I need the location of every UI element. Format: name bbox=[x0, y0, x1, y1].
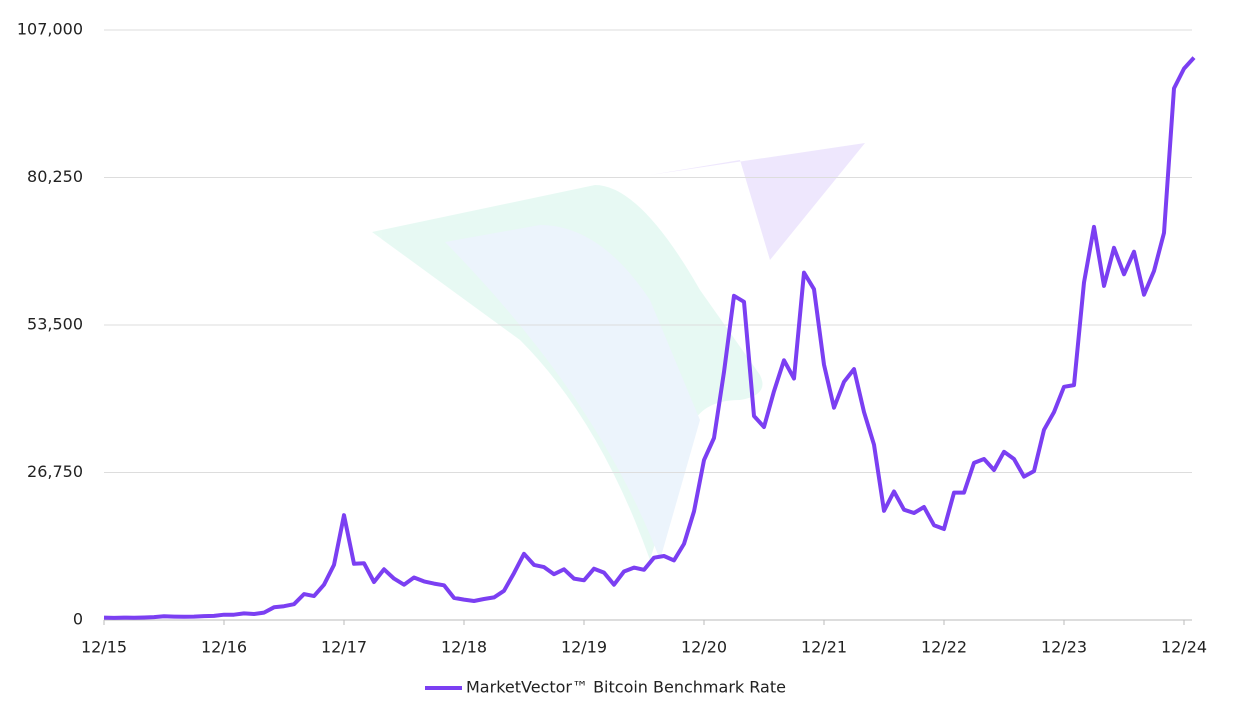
legend: MarketVector™ Bitcoin Benchmark Rate bbox=[425, 678, 786, 697]
data-line bbox=[103, 56, 1196, 620]
y-tick-label: 80,250 bbox=[27, 167, 83, 186]
x-tick-label: 12/18 bbox=[441, 638, 487, 657]
watermark-logo bbox=[372, 143, 865, 560]
legend-label: MarketVector™ Bitcoin Benchmark Rate bbox=[466, 678, 786, 697]
y-tick-label: 26,750 bbox=[27, 462, 83, 481]
x-tick-label: 12/16 bbox=[201, 638, 247, 657]
x-tick-label: 12/15 bbox=[81, 638, 127, 657]
x-tick-label: 12/23 bbox=[1041, 638, 1087, 657]
x-tick-label: 12/17 bbox=[321, 638, 367, 657]
x-tick-label: 12/19 bbox=[561, 638, 607, 657]
x-tick-label: 12/22 bbox=[921, 638, 967, 657]
y-tick-label: 53,500 bbox=[27, 315, 83, 334]
x-tick-label: 12/20 bbox=[681, 638, 727, 657]
y-tick-label: 0 bbox=[73, 610, 83, 629]
x-tick-label: 12/21 bbox=[801, 638, 847, 657]
y-tick-label: 107,000 bbox=[17, 20, 83, 39]
x-tick-label: 12/24 bbox=[1161, 638, 1207, 657]
